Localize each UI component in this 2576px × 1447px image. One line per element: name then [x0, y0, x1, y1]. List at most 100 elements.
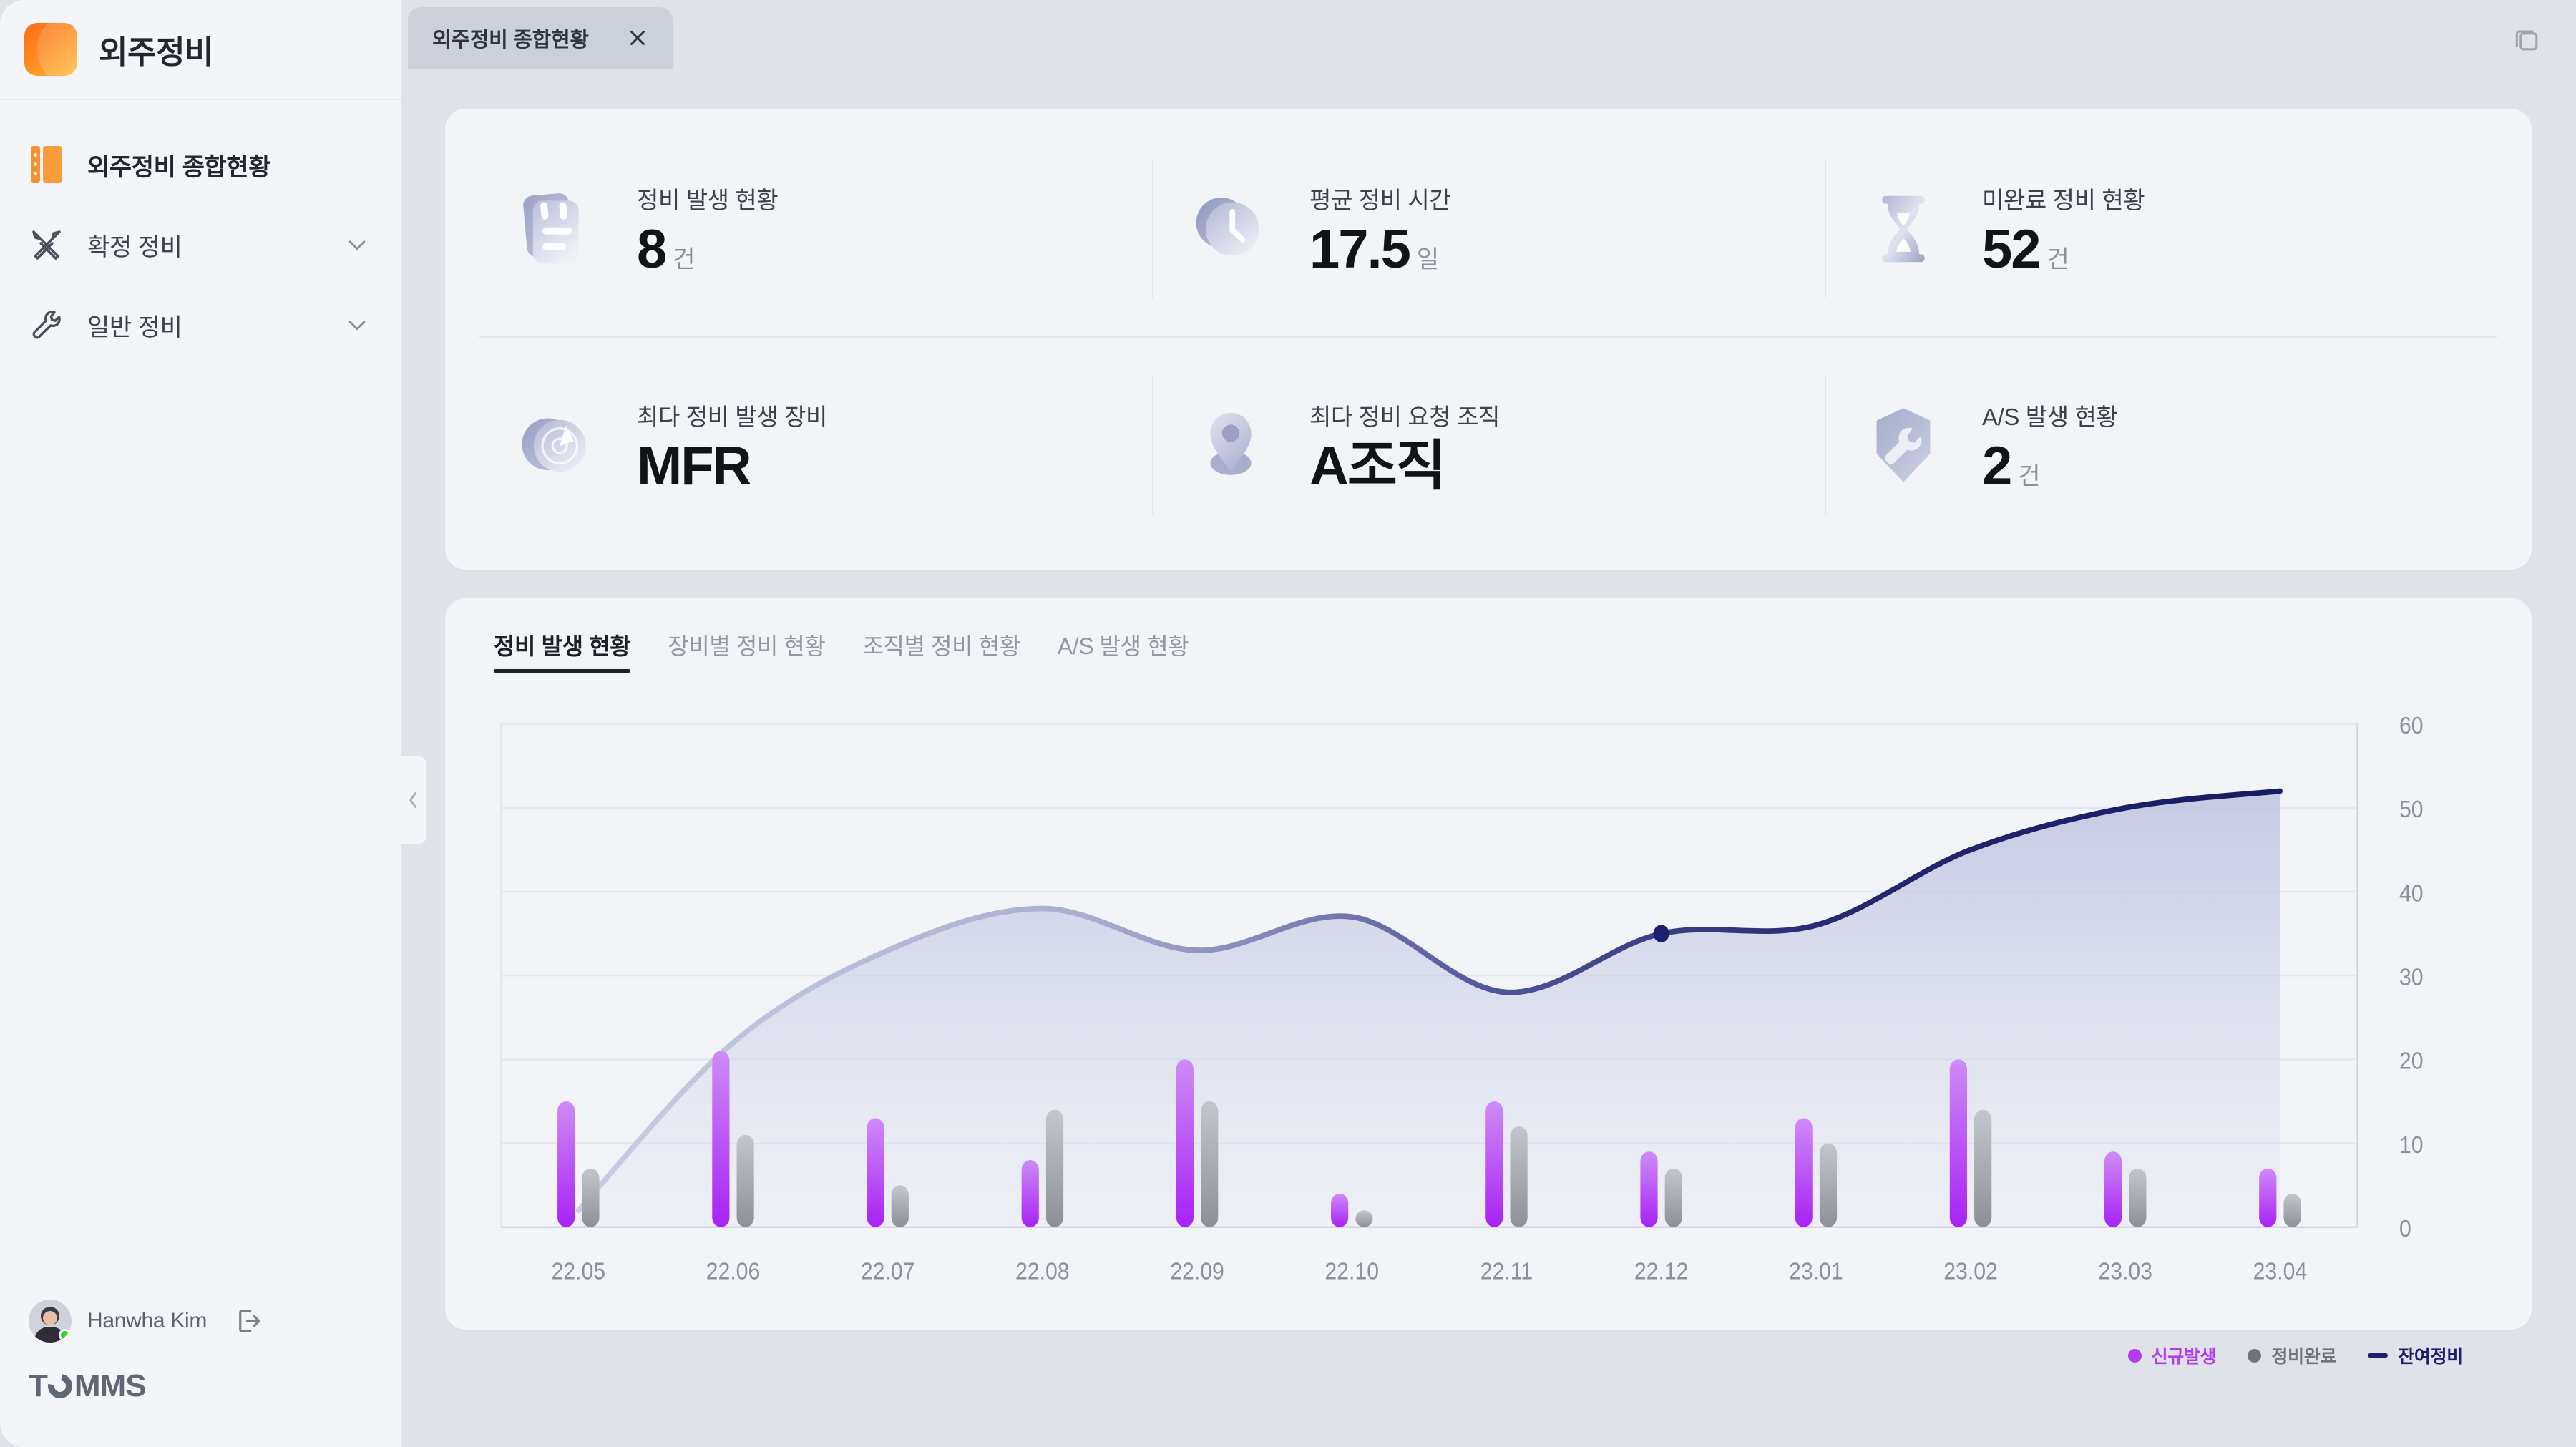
- legend-item-completed[interactable]: 정비완료: [2248, 1343, 2336, 1368]
- remaining-line[interactable]: [575, 788, 2283, 1214]
- sidebar-item-label: 확정 정비: [87, 233, 182, 261]
- tab-by-equipment[interactable]: 장비별 정비 현황: [668, 633, 826, 659]
- avatar[interactable]: [29, 1300, 72, 1343]
- kpi-value: A조직: [1309, 436, 1446, 497]
- y-axis-tick: 50: [2399, 796, 2424, 823]
- status-online-dot: [59, 1329, 71, 1341]
- bar-new[interactable]: [1021, 1159, 1039, 1227]
- chart-tabs: 정비 발생 현황 장비별 정비 현황 조직별 정비 현황 A/S 발생 현황: [482, 628, 2494, 673]
- bar-new[interactable]: [2104, 1151, 2122, 1227]
- tab-by-organization[interactable]: 조직별 정비 현황: [862, 633, 1021, 659]
- kpi-as-occurrence[interactable]: A/S 발생 현황 2 건: [1825, 338, 2497, 554]
- bar-new[interactable]: [1485, 1101, 1503, 1227]
- tab-as-occurrence[interactable]: A/S 발생 현황: [1057, 633, 1189, 659]
- chevron-down-icon[interactable]: [345, 313, 369, 337]
- bar-new[interactable]: [867, 1118, 884, 1227]
- kpi-value: MFR: [637, 436, 752, 497]
- kpi-unit: 건: [673, 246, 696, 273]
- bar-new[interactable]: [1640, 1151, 1658, 1227]
- bar-new[interactable]: [557, 1101, 575, 1227]
- x-axis-tick: 23.04: [2253, 1257, 2308, 1285]
- bar-completed[interactable]: [1974, 1109, 1992, 1227]
- radar-icon: [511, 399, 605, 493]
- browser-tab-label: 외주정비 종합현황: [432, 29, 589, 52]
- legend-label: 잔여정비: [2398, 1347, 2463, 1367]
- kpi-summary-card: 정비 발생 현황 8 건: [445, 109, 2532, 570]
- bar-new[interactable]: [1949, 1059, 1967, 1227]
- bar-completed[interactable]: [2283, 1193, 2301, 1227]
- hourglass-icon: [1856, 182, 1951, 276]
- bar-completed[interactable]: [582, 1168, 600, 1227]
- y-axis-tick: 40: [2399, 880, 2424, 907]
- bar-completed[interactable]: [2129, 1168, 2147, 1227]
- bar-completed[interactable]: [1201, 1101, 1219, 1227]
- maintenance-chart[interactable]: 0 10 20 30 40 50 60 22.05 22.06 22.07 22.08 22.09 22…: [482, 711, 2494, 1297]
- kpi-label: 평균 정비 시간: [1309, 187, 1451, 213]
- bar-new[interactable]: [2259, 1168, 2277, 1227]
- restore-window-icon[interactable]: [2512, 24, 2543, 56]
- chart-legend: 신규발생 정비완료 잔여정비: [2127, 1343, 2463, 1368]
- kpi-most-requesting-org[interactable]: 최다 정비 요청 조직 A조직: [1152, 338, 1825, 554]
- kpi-row-bottom: 최다 정비 발생 장비 MFR: [479, 338, 2497, 554]
- clipboard-icon: [511, 182, 605, 276]
- bar-completed[interactable]: [1819, 1143, 1838, 1227]
- chevron-down-icon[interactable]: [345, 233, 369, 257]
- kpi-label: 정비 발생 현황: [637, 187, 779, 213]
- kpi-most-maintained-equipment[interactable]: 최다 정비 발생 장비 MFR: [479, 338, 1152, 554]
- y-axis-tick: 20: [2399, 1047, 2424, 1074]
- bar-new[interactable]: [1331, 1193, 1349, 1227]
- sidebar-item-overview[interactable]: 외주정비 종합현황: [0, 125, 401, 205]
- bar-new[interactable]: [1795, 1118, 1813, 1227]
- area-fill: [578, 791, 2280, 1227]
- logout-icon[interactable]: [234, 1306, 264, 1336]
- browser-tabstrip: 외주정비 종합현황: [401, 0, 2576, 69]
- bar-completed[interactable]: [1510, 1126, 1528, 1227]
- document-icon: [27, 145, 66, 184]
- location-pin-icon: [1184, 399, 1278, 493]
- brand-header: 외주정비: [0, 0, 401, 100]
- bar-new[interactable]: [712, 1051, 730, 1227]
- legend-label: 정비완료: [2271, 1347, 2337, 1367]
- kpi-label: A/S 발생 현황: [1982, 404, 2118, 430]
- x-axis-tick: 23.02: [1943, 1257, 1998, 1285]
- kpi-row-top: 정비 발생 현황 8 건: [479, 122, 2497, 338]
- x-axis-tick: 22.05: [551, 1257, 605, 1285]
- kpi-value: 2: [1982, 436, 2012, 497]
- sidebar-collapse-handle[interactable]: [401, 756, 426, 844]
- x-axis-tick: 23.01: [1789, 1257, 1843, 1285]
- browser-tab-overview[interactable]: 외주정비 종합현황: [408, 7, 673, 69]
- sidebar-item-confirmed-maintenance[interactable]: 확정 정비: [0, 205, 401, 285]
- user-name: Hanwha Kim: [87, 1309, 208, 1332]
- wrench-icon: [27, 306, 66, 344]
- bar-new[interactable]: [1176, 1059, 1194, 1227]
- bar-completed[interactable]: [1045, 1109, 1064, 1227]
- legend-item-remaining[interactable]: 잔여정비: [2368, 1343, 2463, 1368]
- x-axis-tick: 22.10: [1324, 1257, 1379, 1285]
- line-marker-dot[interactable]: [1653, 925, 1669, 942]
- kpi-average-maintenance-time[interactable]: 평균 정비 시간 17.5 일: [1152, 122, 1825, 336]
- kpi-maintenance-occurrence[interactable]: 정비 발생 현황 8 건: [479, 122, 1152, 336]
- kpi-value: 8: [637, 219, 667, 280]
- y-axis-tick: 0: [2399, 1215, 2411, 1242]
- x-axis-tick: 22.09: [1170, 1257, 1224, 1285]
- bar-completed[interactable]: [891, 1185, 909, 1227]
- bar-completed[interactable]: [1664, 1168, 1682, 1227]
- bar-completed[interactable]: [736, 1134, 754, 1227]
- sidebar-footer: Hanwha Kim T MMS: [0, 1300, 401, 1447]
- bar-completed[interactable]: [1355, 1210, 1373, 1227]
- legend-item-new[interactable]: 신규발생: [2127, 1343, 2217, 1368]
- tab-maintenance-occurrence[interactable]: 정비 발생 현황: [494, 628, 631, 673]
- sidebar-item-label: 일반 정비: [87, 313, 182, 341]
- main-area: 외주정비 종합현황: [401, 0, 2576, 1447]
- kpi-incomplete-maintenance[interactable]: 미완료 정비 현황 52 건: [1825, 122, 2497, 336]
- x-axis-tick: 22.12: [1634, 1257, 1689, 1285]
- close-icon[interactable]: [625, 26, 650, 50]
- sidebar: 외주정비 외주정비 종합현황: [0, 0, 401, 1447]
- legend-label: 신규발생: [2151, 1347, 2217, 1367]
- sidebar-item-general-maintenance[interactable]: 일반 정비: [0, 285, 401, 365]
- kpi-label: 최다 정비 발생 장비: [637, 404, 827, 430]
- brand-title: 외주정비: [99, 35, 213, 70]
- legend-swatch-icon: [2127, 1348, 2142, 1363]
- clock-icon: [1184, 182, 1278, 276]
